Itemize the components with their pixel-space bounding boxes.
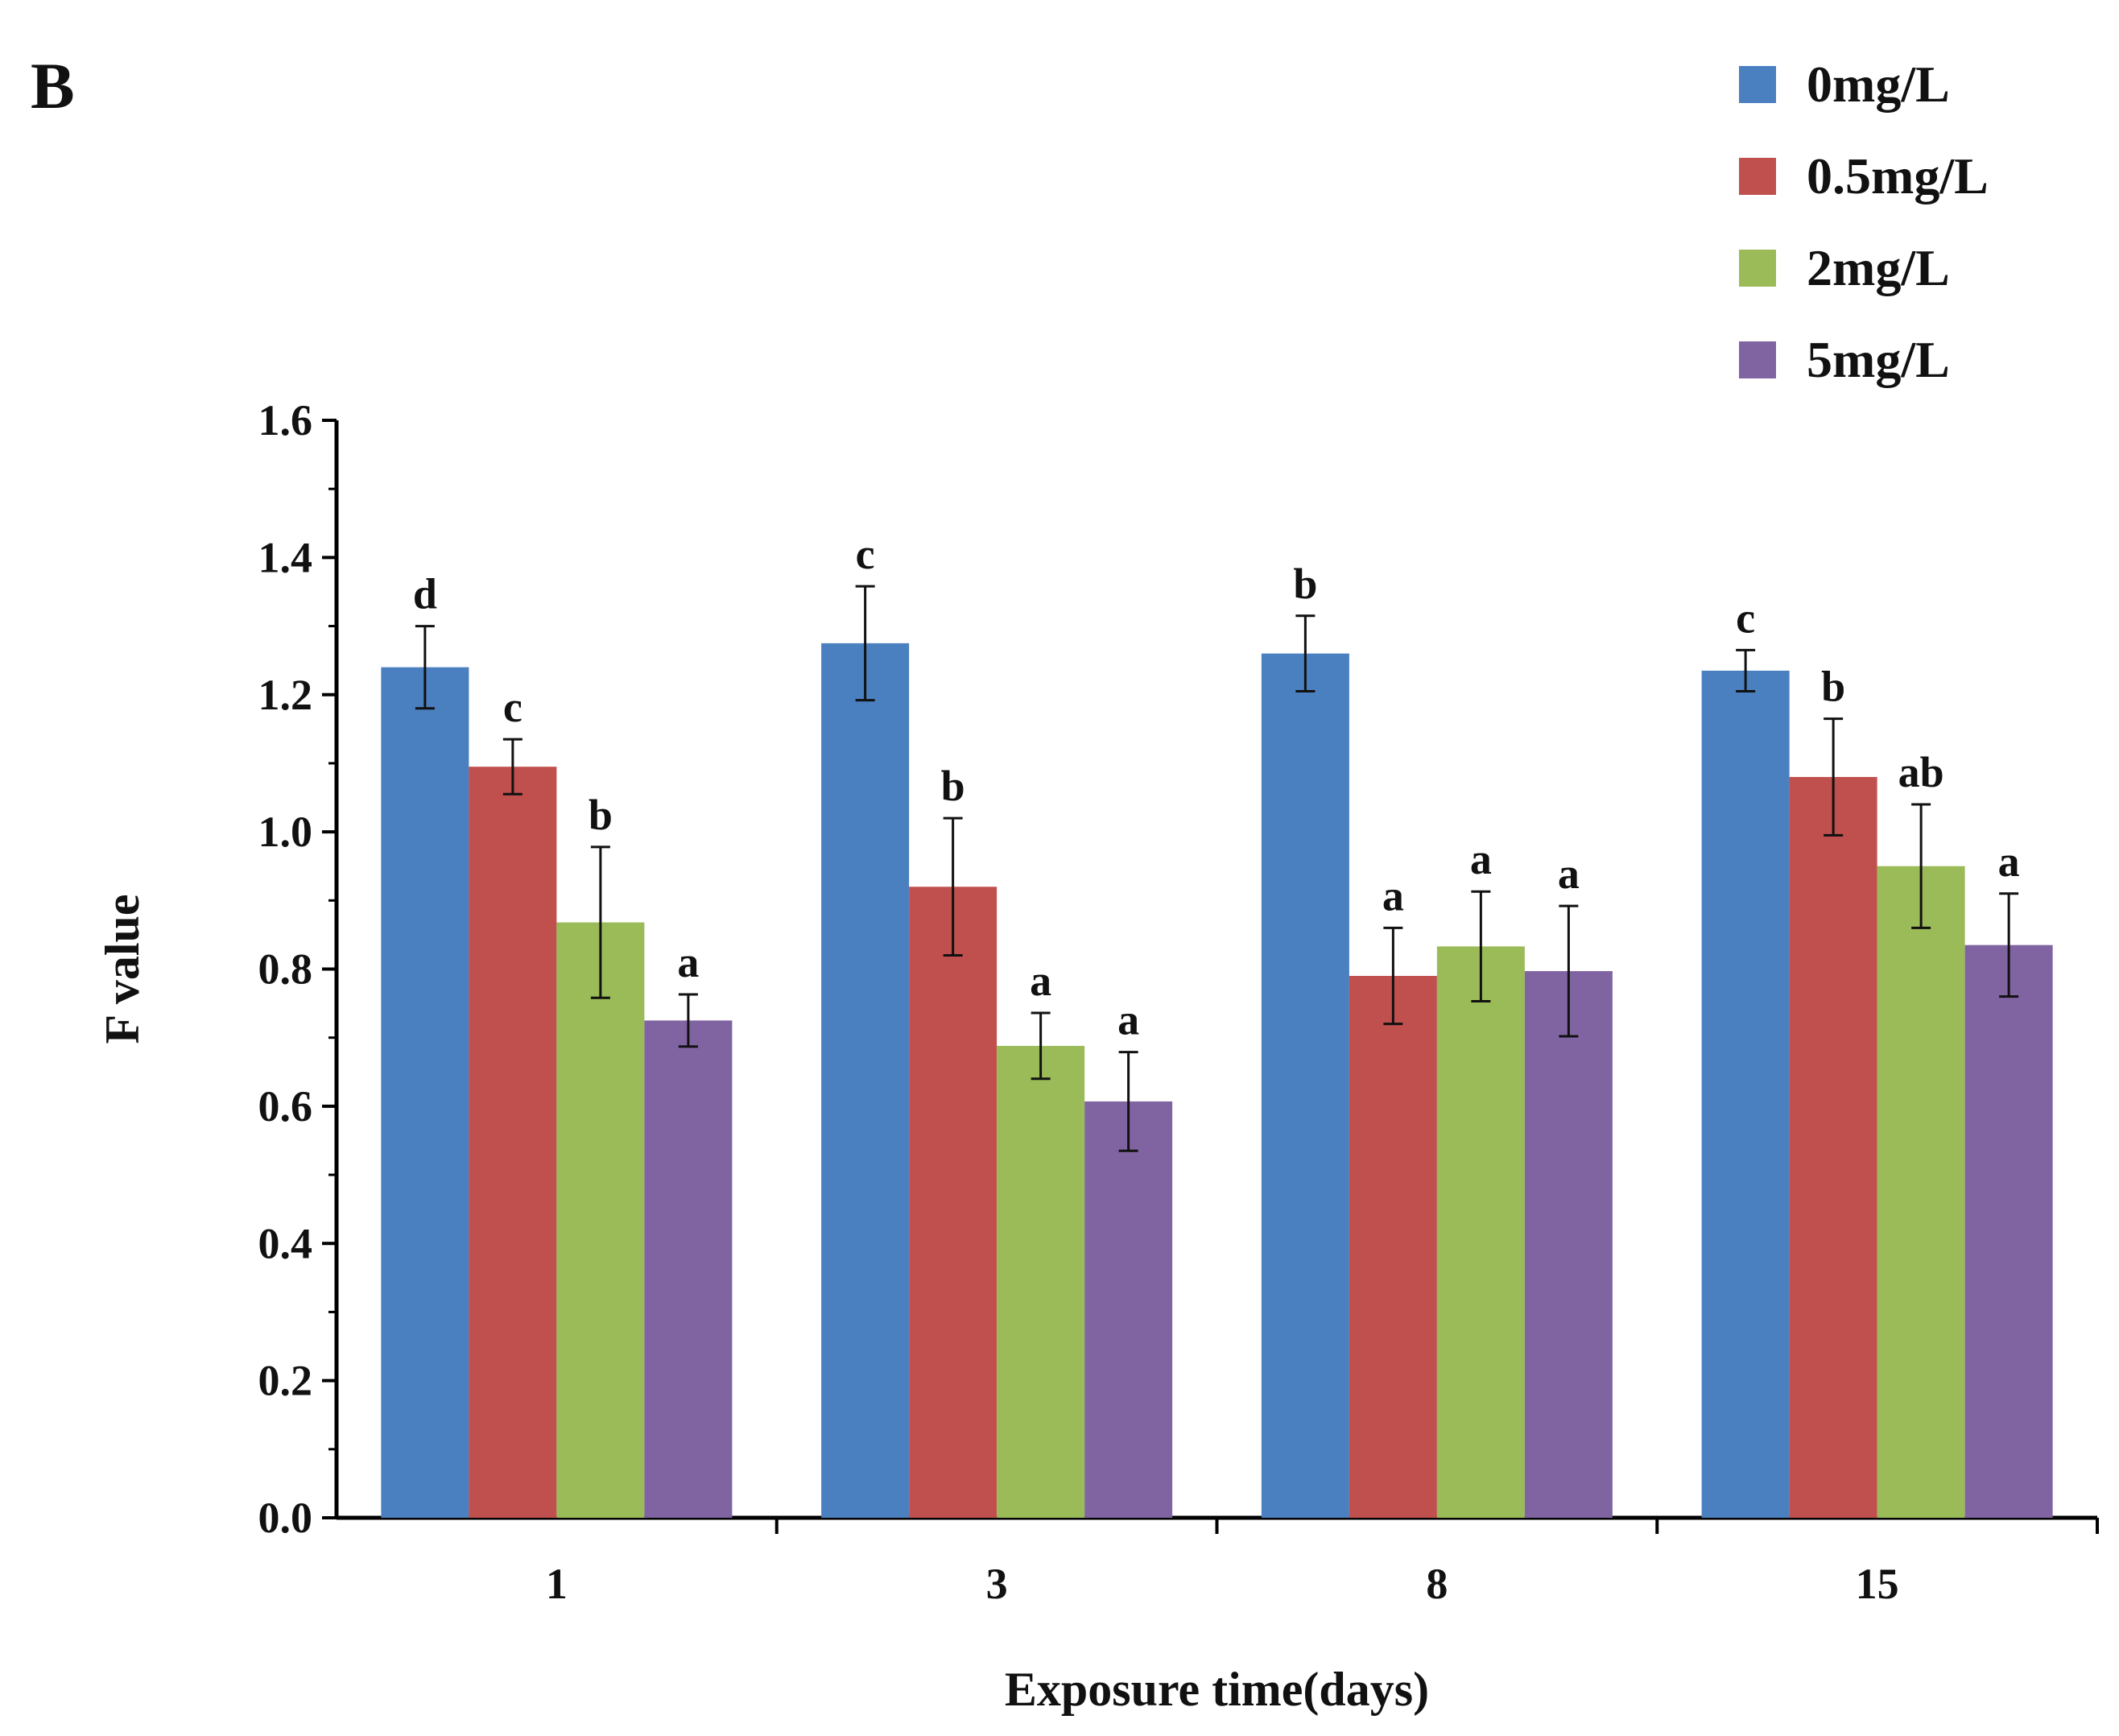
significance-label: a <box>1117 996 1139 1044</box>
bar <box>1789 776 1877 1518</box>
y-tick-label: 0.4 <box>258 1219 313 1267</box>
bar <box>381 667 469 1518</box>
significance-label: d <box>413 570 437 618</box>
x-tick-label: 8 <box>1426 1560 1448 1608</box>
significance-label: b <box>1821 663 1845 711</box>
legend-swatch <box>1739 250 1776 287</box>
y-tick-label: 1.0 <box>258 808 313 856</box>
significance-label: c <box>856 530 875 578</box>
significance-label: a <box>677 938 699 986</box>
significance-label: a <box>1558 849 1580 898</box>
significance-label: a <box>1470 835 1492 883</box>
bar <box>644 1020 733 1518</box>
bar <box>909 887 998 1518</box>
significance-label: b <box>1293 560 1317 608</box>
x-tick-label: 1 <box>546 1560 568 1608</box>
significance-label: a <box>1030 957 1051 1005</box>
y-tick-label: 0.6 <box>258 1082 313 1130</box>
bar <box>556 922 645 1518</box>
legend-swatch <box>1739 341 1776 378</box>
bars <box>381 643 2053 1519</box>
legend-label: 0.5mg/L <box>1807 147 1989 205</box>
y-tick-label: 0.8 <box>258 945 313 994</box>
x-tick-label: 15 <box>1856 1560 1899 1608</box>
bar <box>1261 653 1349 1519</box>
bar <box>1964 944 2053 1518</box>
legend-swatch <box>1739 158 1776 195</box>
significance-label: b <box>589 791 613 839</box>
significance-label: b <box>941 762 965 810</box>
bar <box>821 643 910 1518</box>
y-tick-label: 1.6 <box>258 396 313 444</box>
y-tick-label: 0.2 <box>258 1357 313 1405</box>
bar <box>1524 971 1613 1518</box>
bar <box>469 767 557 1518</box>
legend-item: 2mg/L <box>1739 222 1989 314</box>
legend-label: 0mg/L <box>1807 56 1950 113</box>
legend: 0mg/L 0.5mg/L 2mg/L 5mg/L <box>1739 39 1989 406</box>
bar <box>997 1045 1085 1518</box>
error-bars <box>415 585 2019 1152</box>
significance-label: c <box>503 683 523 731</box>
significance-label: c <box>1736 593 1755 642</box>
tick-labels: 0.0 0.2 0.4 0.6 0.8 1.0 1.2 1.4 1.6 1 3 8 15 <box>258 396 1899 1608</box>
legend-label: 5mg/L <box>1807 331 1950 388</box>
legend-item: 5mg/L <box>1739 314 1989 406</box>
legend-label: 2mg/L <box>1807 239 1950 296</box>
legend-item: 0.5mg/L <box>1739 130 1989 222</box>
bar <box>1701 670 1790 1519</box>
bar <box>1084 1101 1173 1518</box>
bar <box>1436 946 1525 1518</box>
legend-swatch <box>1739 66 1776 103</box>
y-tick-label: 1.4 <box>258 533 313 581</box>
x-axis-title: Exposure time(days) <box>1005 1663 1429 1716</box>
significance-label: a <box>1998 837 2020 886</box>
significance-label: a <box>1382 871 1404 920</box>
panel-label: B <box>31 49 75 122</box>
bar <box>1877 866 1965 1518</box>
x-tick-label: 3 <box>986 1560 1008 1608</box>
y-tick-label: 0.0 <box>258 1494 313 1542</box>
legend-item: 0mg/L <box>1739 39 1989 130</box>
y-tick-label: 1.2 <box>258 671 313 719</box>
y-axis-title: F value <box>96 894 149 1044</box>
significance-label: ab <box>1898 748 1944 796</box>
bar <box>1349 976 1437 1518</box>
